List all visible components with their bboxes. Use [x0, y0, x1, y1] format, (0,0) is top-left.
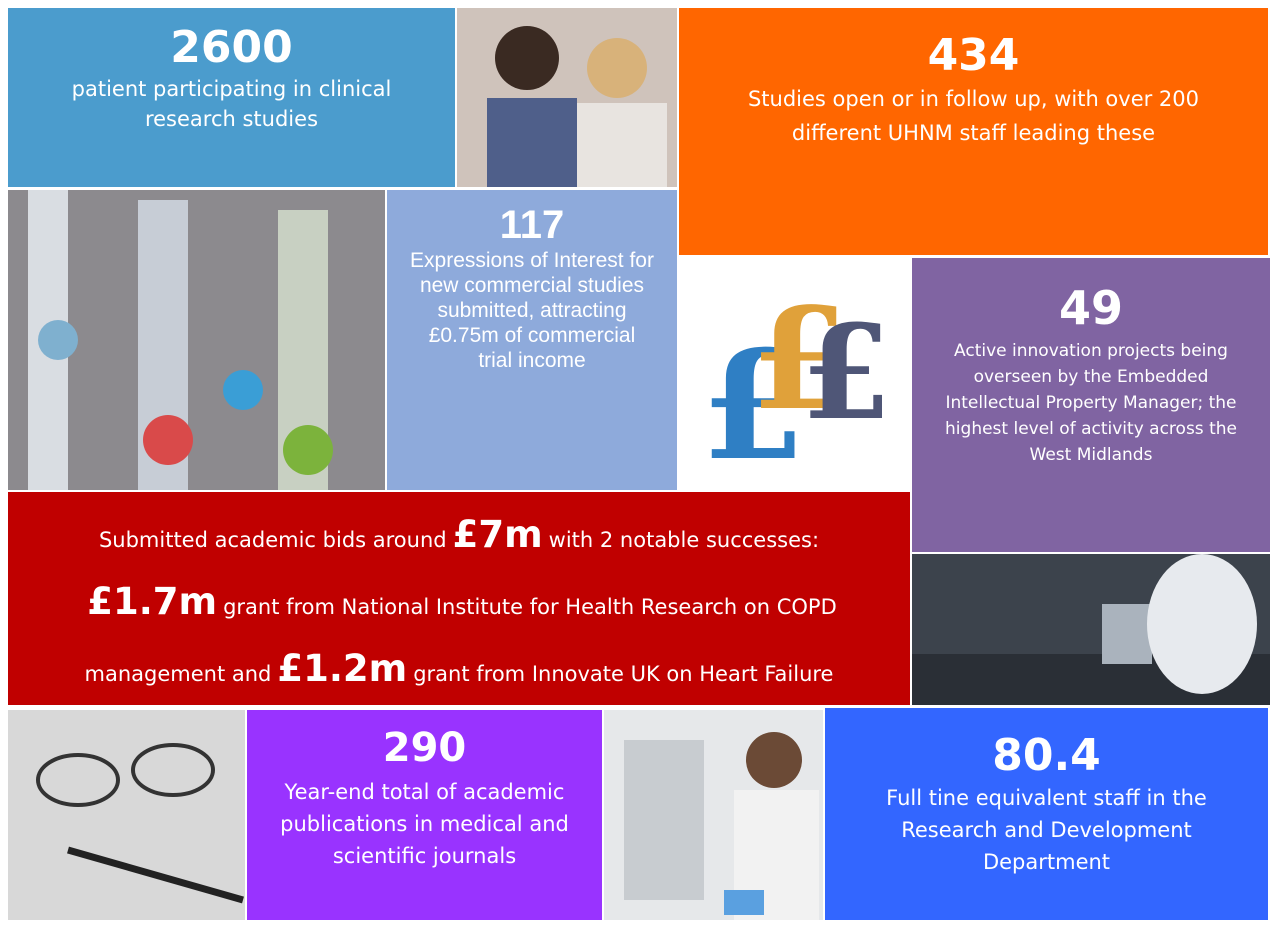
- stat-number: 2600: [48, 22, 415, 74]
- stat-number: 49: [930, 278, 1252, 338]
- stat-number: 290: [277, 720, 572, 776]
- stat-text: Expressions of Interest for new commerci…: [399, 248, 665, 373]
- amount: £1.7m: [87, 580, 217, 623]
- text: Submitted academic bids around: [99, 528, 447, 552]
- text: management and: [85, 662, 272, 686]
- page: 2600 patient participating in clinical r…: [0, 0, 1273, 928]
- stat-text: Studies open or in follow up, with over …: [739, 82, 1208, 150]
- tile-innovation: 49 Active innovation projects being over…: [912, 258, 1270, 552]
- stat-number: 117: [399, 202, 665, 248]
- photo-pounds: £££: [681, 258, 910, 490]
- photo-glasses: [8, 710, 245, 920]
- stat-text: Active innovation projects being oversee…: [930, 338, 1252, 468]
- tile-expressions: 117 Expressions of Interest for new comm…: [387, 190, 677, 490]
- photo-microscope: [604, 710, 823, 920]
- tile-studies: 434 Studies open or in follow up, with o…: [679, 8, 1268, 255]
- tile-patients: 2600 patient participating in clinical r…: [8, 8, 455, 187]
- text: with 2 notable successes:: [549, 528, 819, 552]
- photo-lab: [912, 554, 1270, 705]
- text: grant from Innovate UK on Heart Failure: [413, 662, 833, 686]
- stat-text: Full tine equivalent staff in the Resear…: [875, 782, 1218, 878]
- amount: £7m: [453, 513, 543, 556]
- stat-number: 80.4: [875, 730, 1218, 782]
- tile-staff: 80.4 Full tine equivalent staff in the R…: [825, 708, 1268, 920]
- amount: £1.2m: [277, 647, 407, 690]
- photo-nurses: [457, 8, 677, 187]
- stat-number: 434: [739, 30, 1208, 82]
- photo-test-tubes: [8, 190, 385, 490]
- text: grant from National Institute for Health…: [223, 595, 837, 619]
- tile-publications: 290 Year-end total of academic publicati…: [247, 710, 602, 920]
- svg-text:£: £: [801, 296, 891, 449]
- stat-text: patient participating in clinical resear…: [48, 74, 415, 134]
- stat-text: Year-end total of academic publications …: [277, 776, 572, 872]
